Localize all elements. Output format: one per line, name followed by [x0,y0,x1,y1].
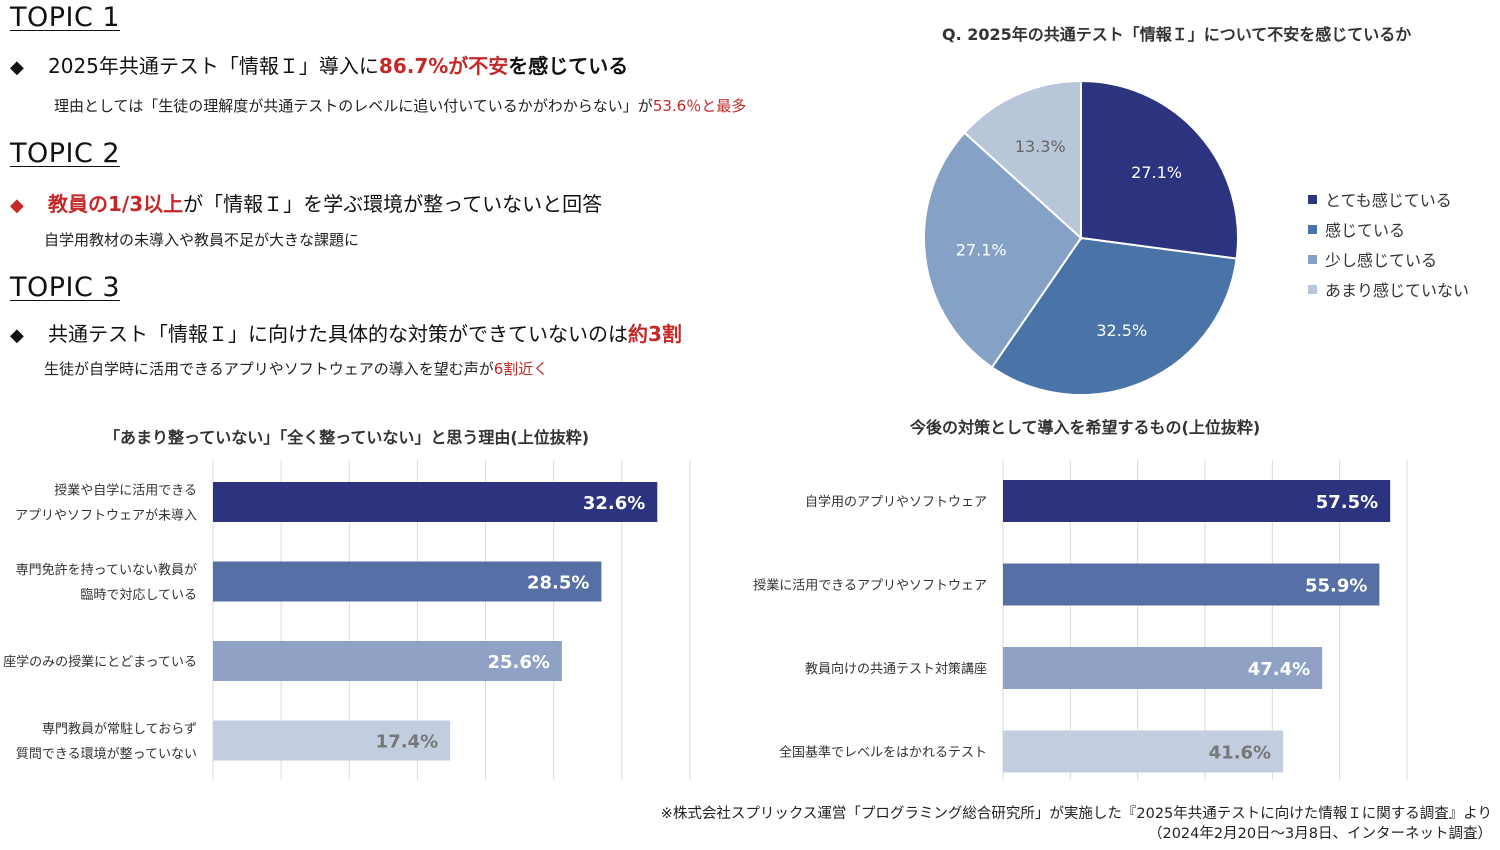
bar-value-label: 55.9% [1305,576,1367,597]
bar-category-label: 全国基準でレベルをはかれるテスト [779,745,987,761]
topic-2-headline-post: が「情報Ｉ」を学ぶ環境が整っていないと回答 [183,192,603,216]
legend-item: とても感じている [1308,184,1469,214]
bar [213,720,451,761]
topic-2-sub: 自学用教材の未導入や教員不足が大きな課題に [44,231,360,249]
bar [213,641,562,681]
bar-value-label: 32.6% [583,493,645,514]
bar-category-label: 専門免許を持っていない教員が [16,562,197,578]
footnote-line-1: ※株式会社スプリックス運営「プログラミング総合研究所」が実施した『2025年共通… [660,806,1492,822]
pie-slice-label: 32.5% [1096,321,1147,340]
bar-chart-right: 57.5% 自学用のアプリやソフトウェア 55.9% 授業に活用できるアプリやソフトウ… [753,460,1408,780]
pie-slice-label: 27.1% [956,241,1007,260]
topic-3-headline-em: 約3割 [628,322,682,346]
pie-slice [1080,79,1239,260]
legend-swatch [1308,284,1317,294]
bar-chart-right-title: 今後の対策として導入を希望するもの(上位抜粋) [910,418,1261,437]
bullet-diamond-red-icon: ◆ [10,195,24,216]
pie-slice-label: 27.1% [1131,163,1182,182]
bar-category-label: 教員向けの共通テスト対策講座 [805,661,987,677]
bar [1003,647,1323,689]
legend-item: あまり感じていない [1308,274,1469,304]
bar [213,561,602,602]
legend-label: とても感じている [1325,191,1452,210]
legend-item: 感じている [1308,214,1469,244]
topic-1-headline: ◆ 2025年共通テスト「情報Ｉ」導入に86.7%が不安を感じている [10,50,628,79]
topic-3-headline: ◆ 共通テスト「情報Ｉ」に向けた具体的な対策ができていないのは約3割 [10,318,682,347]
topic-1-headline-pre: 2025年共通テスト「情報Ｉ」導入に [48,54,379,78]
topic-3-title: TOPIC 3 [10,272,121,303]
pie-slice [990,236,1238,396]
legend-label: 少し感じている [1325,251,1438,270]
legend-swatch [1308,254,1317,264]
pie-chart: 27.1% 32.5% 27.1% 13.3% [923,79,1239,396]
topic-1-sub-em: 53.6％と最多 [652,97,747,115]
topic-1-title: TOPIC 1 [10,2,121,33]
bar-category-label: アプリやソフトウェアが未導入 [15,509,197,524]
topic-1-headline-em: 86.7%が不安 [378,54,509,78]
bar-category-label: 質問できる環境が整っていない [16,747,197,762]
bar-value-label: 41.6% [1209,743,1271,764]
topic-3-headline-pre: 共通テスト「情報Ｉ」に向けた具体的な対策ができていないのは [48,322,628,346]
legend-swatch [1308,194,1317,204]
topic-3-sub-pre: 生徒が自学時に活用できるアプリやソフトウェアの導入を望む声が [44,360,494,378]
bullet-diamond-icon: ◆ [10,325,24,346]
bar-value-label: 57.5% [1316,492,1378,513]
bar-category-label: 授業に活用できるアプリやソフトウェア [753,578,987,594]
bar-value-label: 28.5% [527,573,589,594]
pie-slice-label: 13.3% [1015,137,1066,156]
topic-2-title: TOPIC 2 [10,138,121,169]
topic-2-headline: ◆ 教員の1/3以上が「情報Ｉ」を学ぶ環境が整っていないと回答 [10,188,602,217]
topic-3-sub: 生徒が自学時に活用できるアプリやソフトウェアの導入を望む声が6割近く [44,358,548,379]
pie-chart-title: Q. 2025年の共通テスト「情報Ｉ」について不安を感じているか [942,25,1412,44]
bar-category-label: 自学用のアプリやソフトウェア [805,494,987,510]
bar-value-label: 17.4% [376,732,438,753]
legend-swatch [1308,224,1317,234]
pie-legend: とても感じている 感じている少し感じているあまり感じていない [1308,184,1469,304]
bar [1003,563,1380,606]
bar-value-label: 47.4% [1248,659,1310,680]
topic-1-sub-pre: 理由としては「生徒の理解度が共通テストのレベルに追い付いているかがわからない」が [54,97,653,115]
pie-slice [923,131,1083,369]
footnote-line-2: （2024年2月20日〜3月8日、インターネット調査） [1147,826,1492,842]
pie-slice [963,79,1082,241]
topic-1-sub: 理由としては「生徒の理解度が共通テストのレベルに追い付いているかがわからない」が… [54,95,746,116]
bar-category-label: 臨時で対応している [80,588,197,603]
bullet-diamond-icon: ◆ [10,57,24,78]
bar [1003,730,1284,773]
bar-chart-left-title: 「あまり整っていない」「全く整っていない」と思う理由(上位抜粋) [104,428,590,447]
legend-label: 感じている [1325,221,1406,240]
bar-value-label: 25.6% [487,652,549,673]
legend-label: あまり感じていない [1325,281,1470,300]
bar-category-label: 専門教員が常駐しておらず [42,721,197,737]
bar-category-label: 授業や自学に活用できる [54,483,197,499]
bar [1003,480,1391,522]
legend-item: 少し感じている [1308,244,1469,274]
topic-3-sub-em: 6割近く [493,360,549,378]
topic-1-headline-post: を感じている [508,54,629,78]
footnote: ※株式会社スプリックス運営「プログラミング総合研究所」が実施した『2025年共通… [661,804,1492,844]
bar-category-label: 座学のみの授業にとどまっている [3,654,197,670]
topic-2-headline-em: 教員の1/3以上 [48,192,184,216]
bar [213,482,658,522]
